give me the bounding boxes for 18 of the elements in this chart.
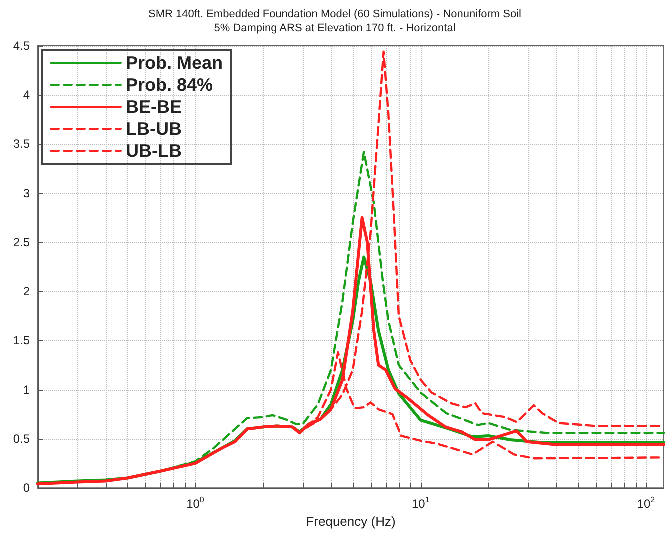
legend-label: LB-UB xyxy=(126,119,182,139)
y-tick-label: 3.5 xyxy=(13,137,30,152)
legend-label: BE-BE xyxy=(126,97,182,117)
legend-label: Prob. Mean xyxy=(126,53,224,73)
y-tick-label: 1 xyxy=(23,382,30,397)
y-tick-label: 4 xyxy=(23,88,30,102)
chart-subtitle: 5% Damping ARS at Elevation 170 ft. - Horizontal xyxy=(214,22,456,34)
y-tick-label: 2.5 xyxy=(13,235,30,250)
y-tick-label: 3 xyxy=(23,186,30,200)
x-axis-title: Frequency (Hz) xyxy=(306,514,396,529)
legend-label: UB-LB xyxy=(126,141,182,161)
chart-title: SMR 140ft. Embedded Foundation Model (60 Simulations) - Nonuniform Soil xyxy=(148,8,522,20)
y-tick-label: 2 xyxy=(23,284,30,299)
legend-label: Prob. 84% xyxy=(126,75,214,95)
y-tick-label: 4.5 xyxy=(13,39,30,53)
y-tick-label: 0.5 xyxy=(13,432,30,446)
y-tick-label: 0 xyxy=(23,481,30,496)
y-tick-label: 1.5 xyxy=(13,334,30,348)
